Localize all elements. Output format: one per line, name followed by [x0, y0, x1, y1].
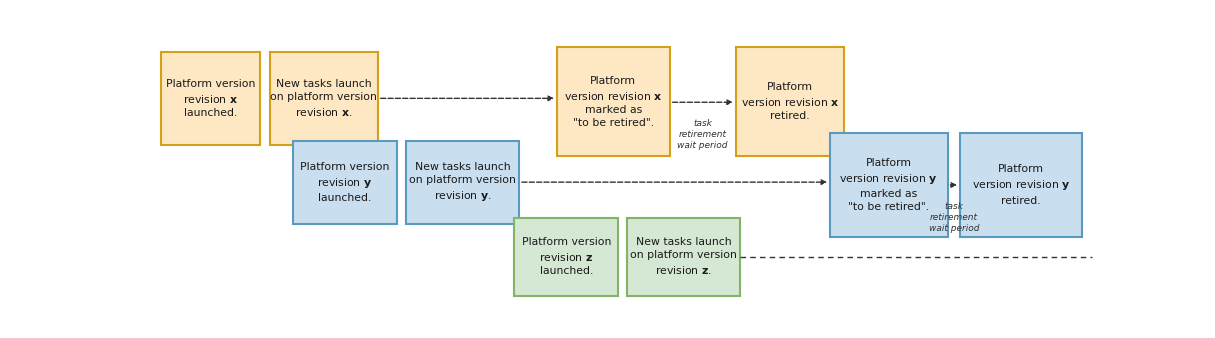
FancyBboxPatch shape — [556, 47, 669, 156]
Text: Platform
version revision $\mathbf{x}$
retired.: Platform version revision $\mathbf{x}$ r… — [741, 82, 840, 121]
Text: task
retirement
wait period: task retirement wait period — [678, 119, 728, 150]
Text: New tasks launch
on platform version
revision $\mathbf{z}$.: New tasks launch on platform version rev… — [631, 237, 738, 276]
Text: Platform version
revision $\mathbf{x}$
launched.: Platform version revision $\mathbf{x}$ l… — [166, 79, 255, 118]
FancyBboxPatch shape — [830, 133, 948, 237]
FancyBboxPatch shape — [627, 218, 740, 296]
Text: task
retirement
wait period: task retirement wait period — [929, 202, 979, 233]
FancyBboxPatch shape — [270, 52, 378, 145]
Text: New tasks launch
on platform version
revision $\mathbf{x}$.: New tasks launch on platform version rev… — [270, 79, 377, 118]
FancyBboxPatch shape — [293, 141, 396, 224]
Text: Platform
version revision $\mathbf{y}$
marked as
"to be retired".: Platform version revision $\mathbf{y}$ m… — [840, 158, 938, 212]
FancyBboxPatch shape — [406, 141, 519, 224]
Text: Platform version
revision $\mathbf{z}$
launched.: Platform version revision $\mathbf{z}$ l… — [521, 237, 611, 276]
FancyBboxPatch shape — [514, 218, 618, 296]
Text: New tasks launch
on platform version
revision $\mathbf{y}$.: New tasks launch on platform version rev… — [409, 162, 516, 203]
FancyBboxPatch shape — [162, 52, 260, 145]
Text: Platform
version revision $\mathbf{y}$
retired.: Platform version revision $\mathbf{y}$ r… — [972, 164, 1070, 206]
FancyBboxPatch shape — [960, 133, 1083, 237]
Text: Platform
version revision $\mathbf{x}$
marked as
"to be retired".: Platform version revision $\mathbf{x}$ m… — [564, 75, 662, 128]
FancyBboxPatch shape — [736, 47, 844, 156]
Text: Platform version
revision $\mathbf{y}$
launched.: Platform version revision $\mathbf{y}$ l… — [300, 162, 390, 203]
